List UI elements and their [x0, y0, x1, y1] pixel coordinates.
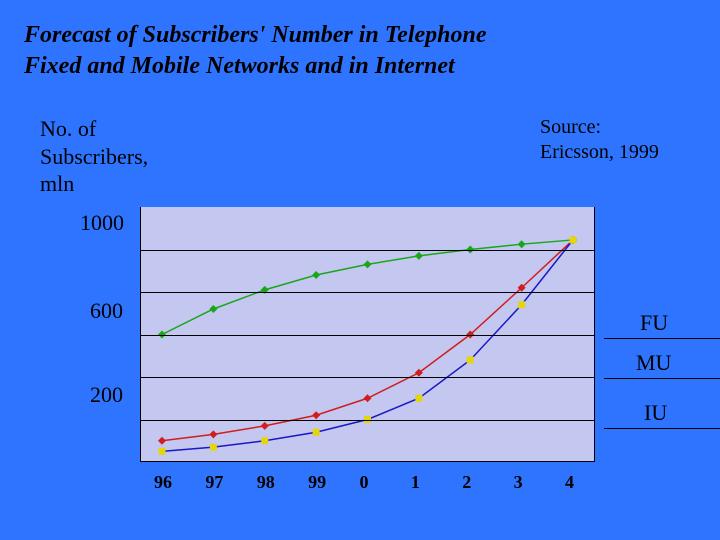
- series-line-FU: [162, 240, 573, 335]
- x-tick-label: 2: [462, 472, 471, 493]
- source-line-2: Ericsson, 1999: [540, 140, 659, 165]
- series-marker-IU: [261, 437, 268, 444]
- series-marker-IU: [159, 448, 166, 455]
- title-line-2: Fixed and Mobile Networks and in Interne…: [24, 51, 486, 82]
- series-line-MU: [162, 240, 573, 441]
- x-tick-label: 3: [514, 472, 523, 493]
- y-axis-label-line-3: mln: [40, 170, 148, 198]
- series-marker-FU: [518, 240, 526, 248]
- gridline: [140, 377, 595, 378]
- series-marker-MU: [158, 437, 166, 445]
- series-marker-IU: [467, 357, 474, 364]
- series-marker-MU: [209, 430, 217, 438]
- x-axis: [140, 461, 595, 462]
- chart-border-right: [594, 207, 595, 462]
- series-marker-IU: [570, 236, 577, 243]
- y-axis-label-line-1: No. of: [40, 115, 148, 143]
- source-line-1: Source:: [540, 115, 659, 140]
- x-tick-label: 97: [205, 472, 223, 493]
- x-tick-label: 1: [411, 472, 420, 493]
- series-marker-IU: [518, 301, 525, 308]
- y-tick-label: 200: [90, 382, 123, 408]
- y-axis-label: No. of Subscribers, mln: [40, 115, 148, 198]
- title-line-1: Forecast of Subscribers' Number in Telep…: [24, 20, 486, 51]
- series-marker-IU: [210, 444, 217, 451]
- series-marker-FU: [312, 271, 320, 279]
- x-tick-label: 96: [154, 472, 172, 493]
- gridline: [140, 335, 595, 336]
- series-marker-IU: [415, 395, 422, 402]
- y-tick-label: 600: [90, 298, 123, 324]
- series-marker-MU: [364, 394, 372, 402]
- legend-label-MU: MU: [636, 350, 671, 376]
- series-marker-FU: [364, 260, 372, 268]
- series-marker-MU: [261, 422, 269, 430]
- gridline: [140, 420, 595, 421]
- gridline: [140, 250, 595, 251]
- series-marker-FU: [415, 252, 423, 260]
- series-marker-MU: [312, 411, 320, 419]
- legend-underline-MU: [604, 378, 720, 379]
- source-label: Source: Ericsson, 1999: [540, 115, 659, 165]
- legend-label-IU: IU: [644, 400, 667, 426]
- chart-panel: [140, 207, 595, 462]
- x-tick-label: 99: [308, 472, 326, 493]
- y-tick-label: 1000: [80, 210, 124, 236]
- series-marker-FU: [209, 305, 217, 313]
- gridline: [140, 292, 595, 293]
- legend-underline-FU: [604, 338, 720, 339]
- y-axis-label-line-2: Subscribers,: [40, 143, 148, 171]
- x-tick-label: 98: [257, 472, 275, 493]
- slide-title: Forecast of Subscribers' Number in Telep…: [24, 20, 486, 82]
- x-tick-label: 0: [360, 472, 369, 493]
- y-axis: [140, 207, 141, 462]
- x-tick-label: 4: [565, 472, 574, 493]
- legend-label-FU: FU: [640, 310, 668, 336]
- legend-underline-IU: [604, 428, 720, 429]
- series-marker-IU: [313, 429, 320, 436]
